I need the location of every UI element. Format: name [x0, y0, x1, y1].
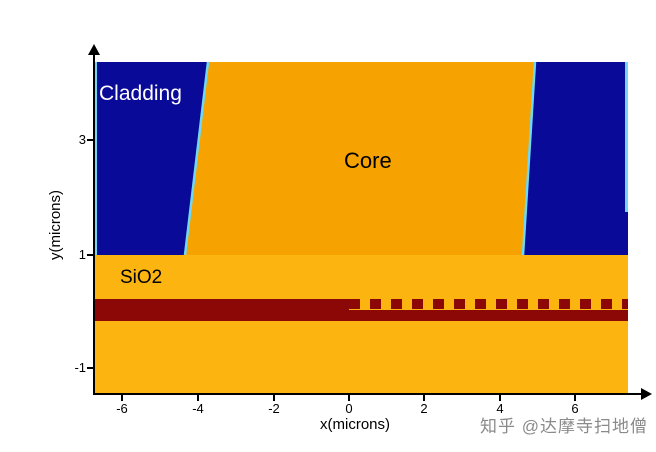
- x-axis-title: x(microns): [320, 416, 390, 433]
- y-tick-mark: [87, 254, 94, 256]
- buried-layer-thin: [349, 310, 628, 321]
- y-axis-arrowhead-icon: [88, 44, 100, 55]
- x-tick-label: -2: [268, 401, 280, 416]
- cladding-label: Cladding: [99, 82, 182, 105]
- x-tick-label: 4: [496, 401, 504, 416]
- buried-layer-solid: [95, 299, 349, 321]
- left-edge-highlight: [95, 62, 97, 255]
- x-tick-label: -6: [116, 401, 128, 416]
- y-axis-line: [93, 55, 95, 394]
- x-tick-label: -4: [192, 401, 204, 416]
- core-label: Core: [344, 148, 392, 173]
- x-tick-mark: [121, 395, 123, 401]
- core-left-sidewall-highlight: [183, 62, 210, 255]
- x-tick-mark: [574, 395, 576, 401]
- x-tick-label: 0: [345, 401, 353, 416]
- x-tick-mark: [197, 395, 199, 401]
- x-tick-mark: [273, 395, 275, 401]
- x-tick-mark: [423, 395, 425, 401]
- y-tick-mark: [87, 139, 94, 141]
- sio2-label: SiO2: [120, 267, 163, 288]
- cladding-core-region: [95, 62, 628, 255]
- x-axis-arrowhead-icon: [641, 388, 652, 400]
- x-tick-mark: [499, 395, 501, 401]
- x-tick-mark: [348, 395, 350, 401]
- watermark-text: 知乎 @达摩寺扫地僧: [480, 417, 648, 436]
- sio2-region: [95, 255, 628, 394]
- x-tick-label: 6: [571, 401, 579, 416]
- core-right-sidewall-highlight: [521, 62, 537, 255]
- y-tick-label: 3: [78, 132, 86, 147]
- right-edge-highlight: [625, 62, 628, 212]
- y-axis-title: y(microns): [47, 190, 64, 260]
- y-tick-mark: [87, 367, 94, 369]
- x-axis-line: [93, 393, 642, 395]
- core-region: [185, 62, 535, 255]
- x-tick-label: 2: [420, 401, 428, 416]
- y-tick-label: -1: [74, 360, 86, 375]
- y-tick-label: 1: [78, 247, 86, 262]
- grating-teeth: [349, 299, 628, 309]
